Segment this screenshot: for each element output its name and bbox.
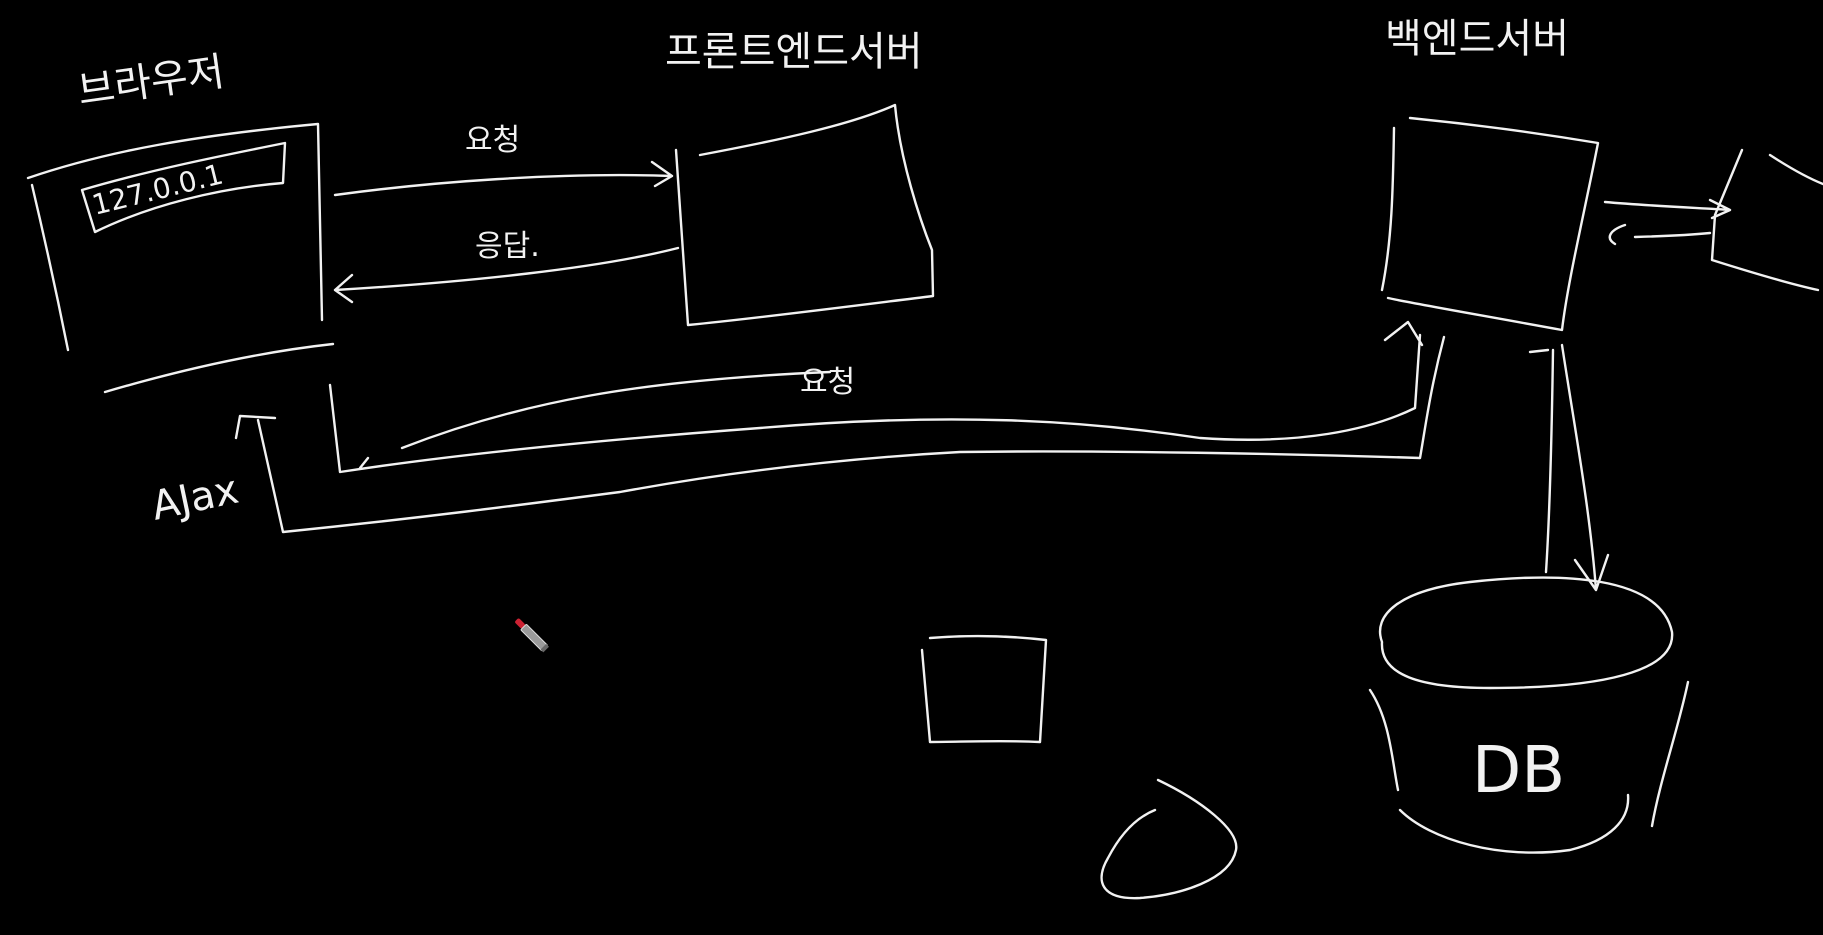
stray-square [920,634,1048,744]
frontend-server-label: 프론트엔드서버 [665,29,923,75]
backend-server-box [1380,116,1600,332]
browser-box [26,122,335,394]
ajax-label: AJax [148,467,243,530]
database-cylinder [1368,576,1690,854]
db-label: DB [1472,734,1565,808]
ajax-response-path [234,335,1446,534]
pen-cursor-icon [515,618,549,653]
backend-server-label: 백엔드서버 [1385,16,1569,62]
browser-label: 브라우저 [75,49,227,115]
address-bar [80,141,287,234]
response-label: 응답. [475,229,540,264]
ajax-request-path [328,320,1424,474]
request-arrow [333,160,674,197]
request-label-top: 요청 [465,123,520,158]
frontend-server-box [674,103,935,327]
response-arrow [333,246,680,304]
external-box [1710,148,1823,292]
backend-db-link [1528,343,1610,592]
backend-external-arrow [1603,198,1732,246]
address-text: 127.0.0.1 [89,157,227,221]
stray-loop [1100,778,1238,900]
request-label-bottom: 요청 [800,365,855,400]
